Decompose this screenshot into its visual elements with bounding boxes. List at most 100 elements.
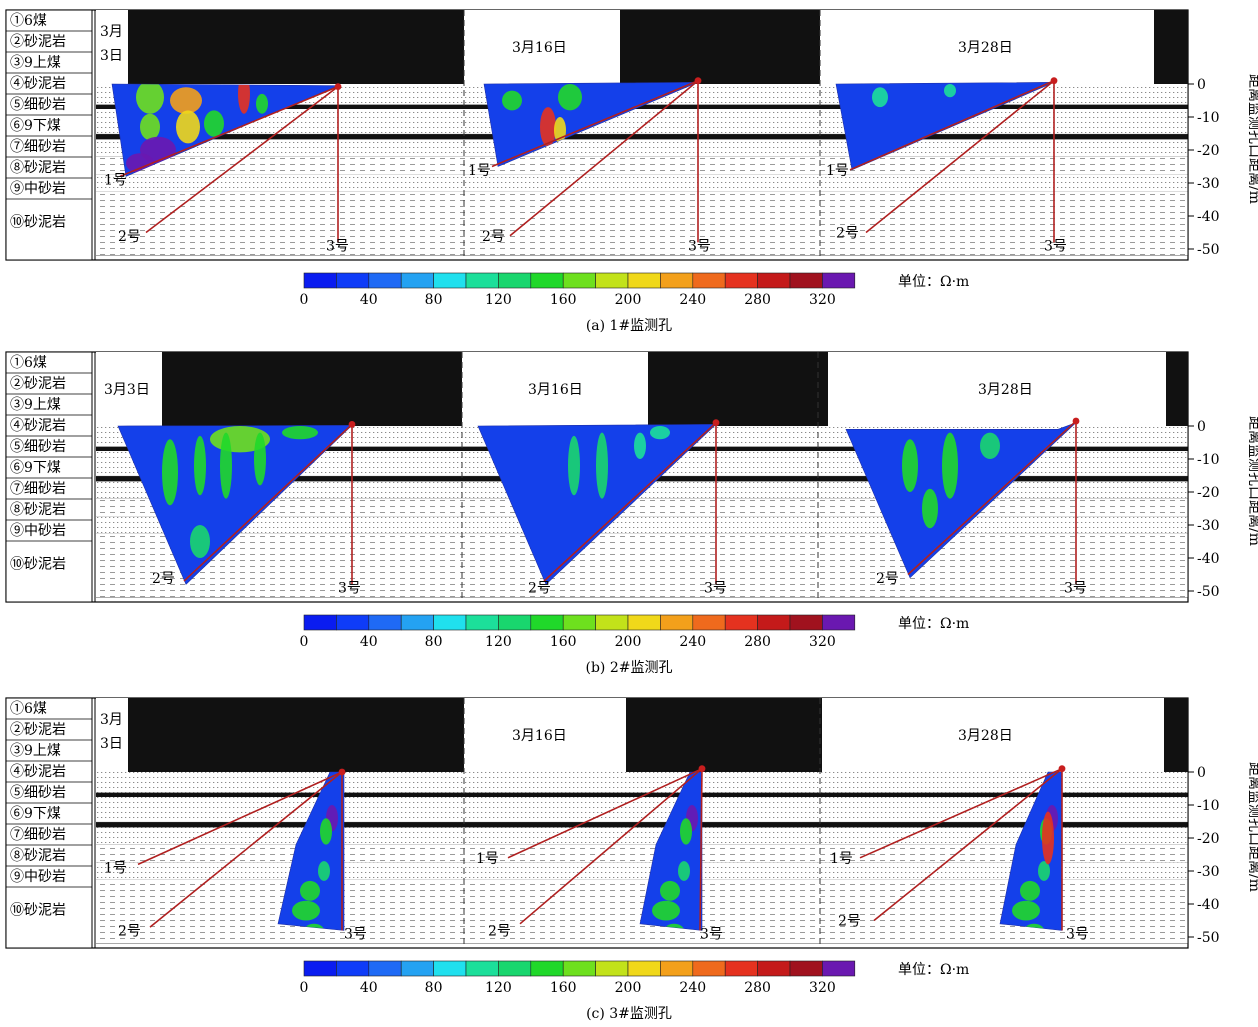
hole-2-line bbox=[907, 420, 1077, 576]
colorbar-swatch bbox=[336, 272, 370, 289]
colorbar-tick-label: 320 bbox=[809, 292, 836, 308]
collapse-zone bbox=[626, 698, 822, 772]
hole-1-label: 1号 bbox=[830, 851, 853, 867]
hole-1-line bbox=[137, 771, 343, 866]
resistivity-anomalies bbox=[902, 432, 1000, 529]
strata-band bbox=[96, 139, 1188, 157]
hole-2-label: 2号 bbox=[836, 226, 859, 242]
depth-tick-label: -20 bbox=[1197, 485, 1220, 501]
hole-2-label: 2号 bbox=[118, 923, 141, 939]
hole-1-label: 1号 bbox=[104, 861, 127, 877]
hole-collar-marker bbox=[698, 765, 706, 773]
colorbar-swatch bbox=[724, 272, 758, 289]
depth-axis-label: 距离监测孔口距离/m bbox=[1246, 74, 1258, 204]
hole-3-label: 3号 bbox=[1044, 239, 1067, 255]
hole-3-label: 3号 bbox=[704, 581, 727, 597]
resistivity-anomaly bbox=[650, 426, 670, 440]
colorbar-swatch bbox=[368, 614, 402, 631]
resistivity-anomaly bbox=[922, 488, 938, 529]
depth-axis-label: 距离监测孔口距离/m bbox=[1246, 762, 1258, 892]
hole-3-label: 3号 bbox=[700, 927, 723, 943]
resistivity-anomalies bbox=[568, 426, 670, 499]
depth-tick-label: -30 bbox=[1197, 518, 1220, 534]
resistivity-anomaly bbox=[176, 110, 200, 144]
colorbar-swatch bbox=[789, 272, 823, 289]
colorbar-tick-label: 320 bbox=[809, 980, 836, 996]
layer-label: ⑩砂泥岩 bbox=[10, 557, 66, 573]
depth-tick-label: 0 bbox=[1197, 77, 1206, 93]
colorbar-tick-label: 40 bbox=[360, 634, 378, 650]
coal-seam-band bbox=[96, 134, 1188, 140]
colorbar-swatch bbox=[562, 960, 596, 977]
colorbar-tick-label: 80 bbox=[425, 292, 443, 308]
colorbar-swatch bbox=[822, 614, 856, 631]
layer-label: ⑨中砂岩 bbox=[10, 181, 66, 197]
date-label-part: 3月 bbox=[100, 712, 123, 728]
layer-label: ③9上煤 bbox=[10, 743, 61, 759]
resistivity-anomaly bbox=[220, 432, 232, 499]
hole-2-label: 2号 bbox=[528, 581, 551, 597]
collapse-zone bbox=[128, 10, 464, 84]
colorbar-tick-label: 80 bbox=[425, 634, 443, 650]
colorbar-swatch bbox=[757, 272, 791, 289]
collapse-zone bbox=[648, 352, 828, 426]
colorbar-swatch bbox=[562, 272, 596, 289]
resistivity-anomaly bbox=[204, 110, 224, 137]
resistivity-anomalies bbox=[292, 805, 338, 931]
colorbar-swatch bbox=[498, 272, 532, 289]
resistivity-anomaly bbox=[136, 84, 164, 114]
hole-1-line bbox=[849, 79, 1055, 171]
layer-label: ⑩砂泥岩 bbox=[10, 215, 66, 231]
resistivity-anomaly bbox=[678, 861, 690, 881]
depth-tick-label: -10 bbox=[1197, 452, 1220, 468]
panel-caption: (a) 1#监测孔 bbox=[586, 318, 672, 334]
resistivity-anomaly bbox=[558, 84, 582, 111]
resistivity-anomaly bbox=[1038, 861, 1050, 881]
hole-collar-marker bbox=[338, 768, 346, 776]
date-label: 3月16日 bbox=[512, 40, 567, 56]
depth-tick-label: -50 bbox=[1197, 584, 1220, 600]
hole-2-label: 2号 bbox=[488, 923, 511, 939]
layer-label: ④砂泥岩 bbox=[10, 418, 66, 434]
layer-label: ④砂泥岩 bbox=[10, 76, 66, 92]
resistivity-anomaly bbox=[320, 818, 332, 845]
colorbar-swatch bbox=[433, 614, 467, 631]
colorbar-tick-label: 280 bbox=[744, 980, 771, 996]
hole-1-line bbox=[859, 767, 1063, 859]
colorbar-tick-label: 200 bbox=[615, 292, 642, 308]
resistivity-anomaly bbox=[944, 84, 956, 98]
resistivity-anomaly bbox=[300, 880, 320, 901]
hole-2-line bbox=[873, 768, 1063, 922]
resistivity-anomaly bbox=[194, 435, 206, 496]
colorbar-swatch bbox=[303, 614, 337, 631]
colorbar-swatch bbox=[627, 960, 661, 977]
depth-tick-label: -40 bbox=[1197, 897, 1220, 913]
colorbar-swatch bbox=[498, 614, 532, 631]
hole-collar-marker bbox=[694, 77, 702, 85]
colorbar-tick-label: 120 bbox=[485, 980, 512, 996]
hole-1-label: 1号 bbox=[468, 163, 491, 179]
layer-label: ⑥9下煤 bbox=[10, 118, 61, 134]
hole-3-label: 3号 bbox=[1064, 581, 1087, 597]
resistivity-anomaly bbox=[256, 93, 268, 114]
hole-collar-marker bbox=[348, 420, 356, 428]
depth-tick-label: -30 bbox=[1197, 864, 1220, 880]
hole-2-line bbox=[149, 771, 343, 928]
collapse-zone bbox=[1166, 352, 1188, 426]
depth-tick-label: -50 bbox=[1197, 242, 1220, 258]
hole-2-label: 2号 bbox=[118, 229, 141, 245]
collapse-zone bbox=[1154, 10, 1188, 84]
layer-label: ⑦细砂岩 bbox=[10, 827, 66, 843]
depth-tick-label: -20 bbox=[1197, 143, 1220, 159]
resistivity-anomalies bbox=[126, 84, 268, 174]
strata-band bbox=[96, 862, 1188, 880]
layer-label: ②砂泥岩 bbox=[10, 34, 66, 50]
colorbar-swatch bbox=[368, 272, 402, 289]
hole-1-line bbox=[491, 79, 699, 168]
resistivity-anomaly bbox=[1012, 900, 1040, 921]
strata-band bbox=[96, 109, 1188, 135]
colorbar-swatch bbox=[530, 272, 564, 289]
resistivity-anomaly bbox=[872, 87, 888, 108]
colorbar-tick-label: 280 bbox=[744, 634, 771, 650]
